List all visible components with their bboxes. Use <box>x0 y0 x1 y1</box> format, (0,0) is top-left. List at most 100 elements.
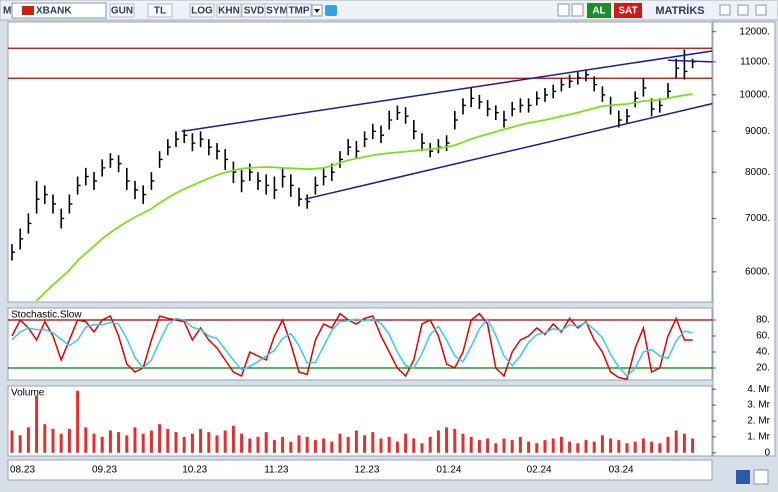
sell-button[interactable] <box>614 3 642 18</box>
toolbar-button[interactable] <box>189 3 215 18</box>
volume-bar <box>428 436 432 453</box>
toolbar-button[interactable] <box>109 3 135 18</box>
volume-bar <box>658 443 662 453</box>
volume-bar <box>395 441 399 453</box>
volume-bar <box>223 430 227 453</box>
symbol[interactable]: XBANK <box>36 6 72 17</box>
symbol-box[interactable] <box>11 2 107 19</box>
volume-bar <box>650 441 654 453</box>
volume-bar <box>445 427 449 453</box>
volume-bar <box>207 432 211 453</box>
trend-line <box>181 50 713 133</box>
volume-bar <box>477 440 481 453</box>
menu-label[interactable]: M <box>3 6 11 17</box>
y-tick-label: 60. <box>756 331 770 342</box>
volume-bar <box>240 433 244 453</box>
refresh-button[interactable] <box>736 470 750 484</box>
volume-bar <box>272 440 276 453</box>
stochastic-panel <box>7 307 713 381</box>
volume-bar <box>313 440 317 453</box>
y-tick-label: 1. Mr <box>747 432 770 443</box>
volume-bar <box>100 436 104 453</box>
volume-bar <box>141 433 145 453</box>
volume-bar <box>125 435 129 453</box>
window-button[interactable] <box>719 4 731 16</box>
volume-bar <box>518 436 522 453</box>
toolbar-button-label[interactable]: TMP <box>288 6 309 17</box>
volume-bar <box>166 428 170 453</box>
volume-bar <box>35 395 39 453</box>
toolbar-button[interactable] <box>286 3 312 18</box>
volume-bar <box>420 443 424 453</box>
volume-bar <box>682 433 686 453</box>
volume-bar <box>551 438 555 453</box>
volume-bar <box>559 436 563 453</box>
toolbar-button-label[interactable]: SVD <box>244 6 265 17</box>
volume-bar <box>174 432 178 453</box>
toolbar-button[interactable] <box>216 3 242 18</box>
date-label: 02.24 <box>527 465 552 476</box>
volume-bar <box>461 433 465 453</box>
volume-bar <box>330 441 334 453</box>
volume-bar <box>117 432 121 453</box>
settings-button[interactable] <box>753 469 769 485</box>
volume-bar <box>354 430 358 453</box>
buy-label[interactable]: AL <box>592 6 605 17</box>
volume-bar <box>371 432 375 453</box>
toolbar-button-label[interactable]: LOG <box>191 6 213 17</box>
volume-bar <box>600 435 604 453</box>
indicator-line <box>11 312 693 381</box>
toolbar-button[interactable] <box>147 3 173 18</box>
volume-bar <box>674 430 678 453</box>
y-tick-label: 10000. <box>739 89 770 100</box>
y-tick-label: 12000. <box>739 26 770 37</box>
y-tick-label: 11000. <box>740 56 770 67</box>
y-tick-label: 80. <box>756 315 770 326</box>
volume-bar <box>494 443 498 453</box>
toolbar-button-label[interactable]: KHN <box>218 6 240 17</box>
volume-bar <box>641 438 645 453</box>
volume-bar <box>363 435 367 453</box>
window-button[interactable] <box>755 4 767 16</box>
price-panel <box>7 21 713 303</box>
volume-bar <box>666 436 670 453</box>
toolbar-button-label[interactable]: TL <box>154 6 166 17</box>
y-tick-label: 40. <box>756 347 770 358</box>
volume-bar <box>469 436 473 453</box>
trend-line <box>304 102 713 200</box>
volume-bar <box>84 427 88 453</box>
icon-button[interactable] <box>571 3 584 17</box>
window-button[interactable] <box>737 4 749 16</box>
volume-bar <box>617 440 621 453</box>
volume-bar <box>305 436 309 453</box>
date-label: 10.23 <box>182 465 207 476</box>
volume-bar <box>297 435 301 453</box>
value-axis <box>712 21 776 457</box>
volume-bar <box>149 430 153 453</box>
toolbar-button-label[interactable]: GUN <box>111 6 133 17</box>
twitter-icon[interactable] <box>325 5 337 16</box>
date-label: 03.24 <box>609 465 634 476</box>
buy-button[interactable] <box>587 3 611 18</box>
icon-button[interactable] <box>557 3 570 17</box>
volume-bar <box>576 443 580 453</box>
y-tick-label: 9000. <box>745 126 770 137</box>
volume-bar <box>436 430 440 453</box>
y-tick-label: 0 <box>764 447 770 458</box>
volume-bar <box>264 432 268 453</box>
y-tick-label: 4. Mr <box>747 384 770 395</box>
y-tick-label: 20. <box>756 363 770 374</box>
volume-bar <box>625 443 629 453</box>
toolbar-button-label[interactable]: SYM <box>266 6 288 17</box>
volume-bar <box>51 428 55 453</box>
volume-bar <box>18 435 22 453</box>
volume-bar <box>10 430 14 453</box>
volume-bar <box>346 436 350 453</box>
symbol-icon <box>22 6 34 15</box>
sell-label[interactable]: SAT <box>618 6 637 17</box>
volume-bar <box>527 441 531 453</box>
panel-title: Volume <box>11 388 45 399</box>
volume-bar <box>486 438 490 453</box>
moving-average <box>35 93 693 302</box>
volume-bar <box>404 433 408 453</box>
